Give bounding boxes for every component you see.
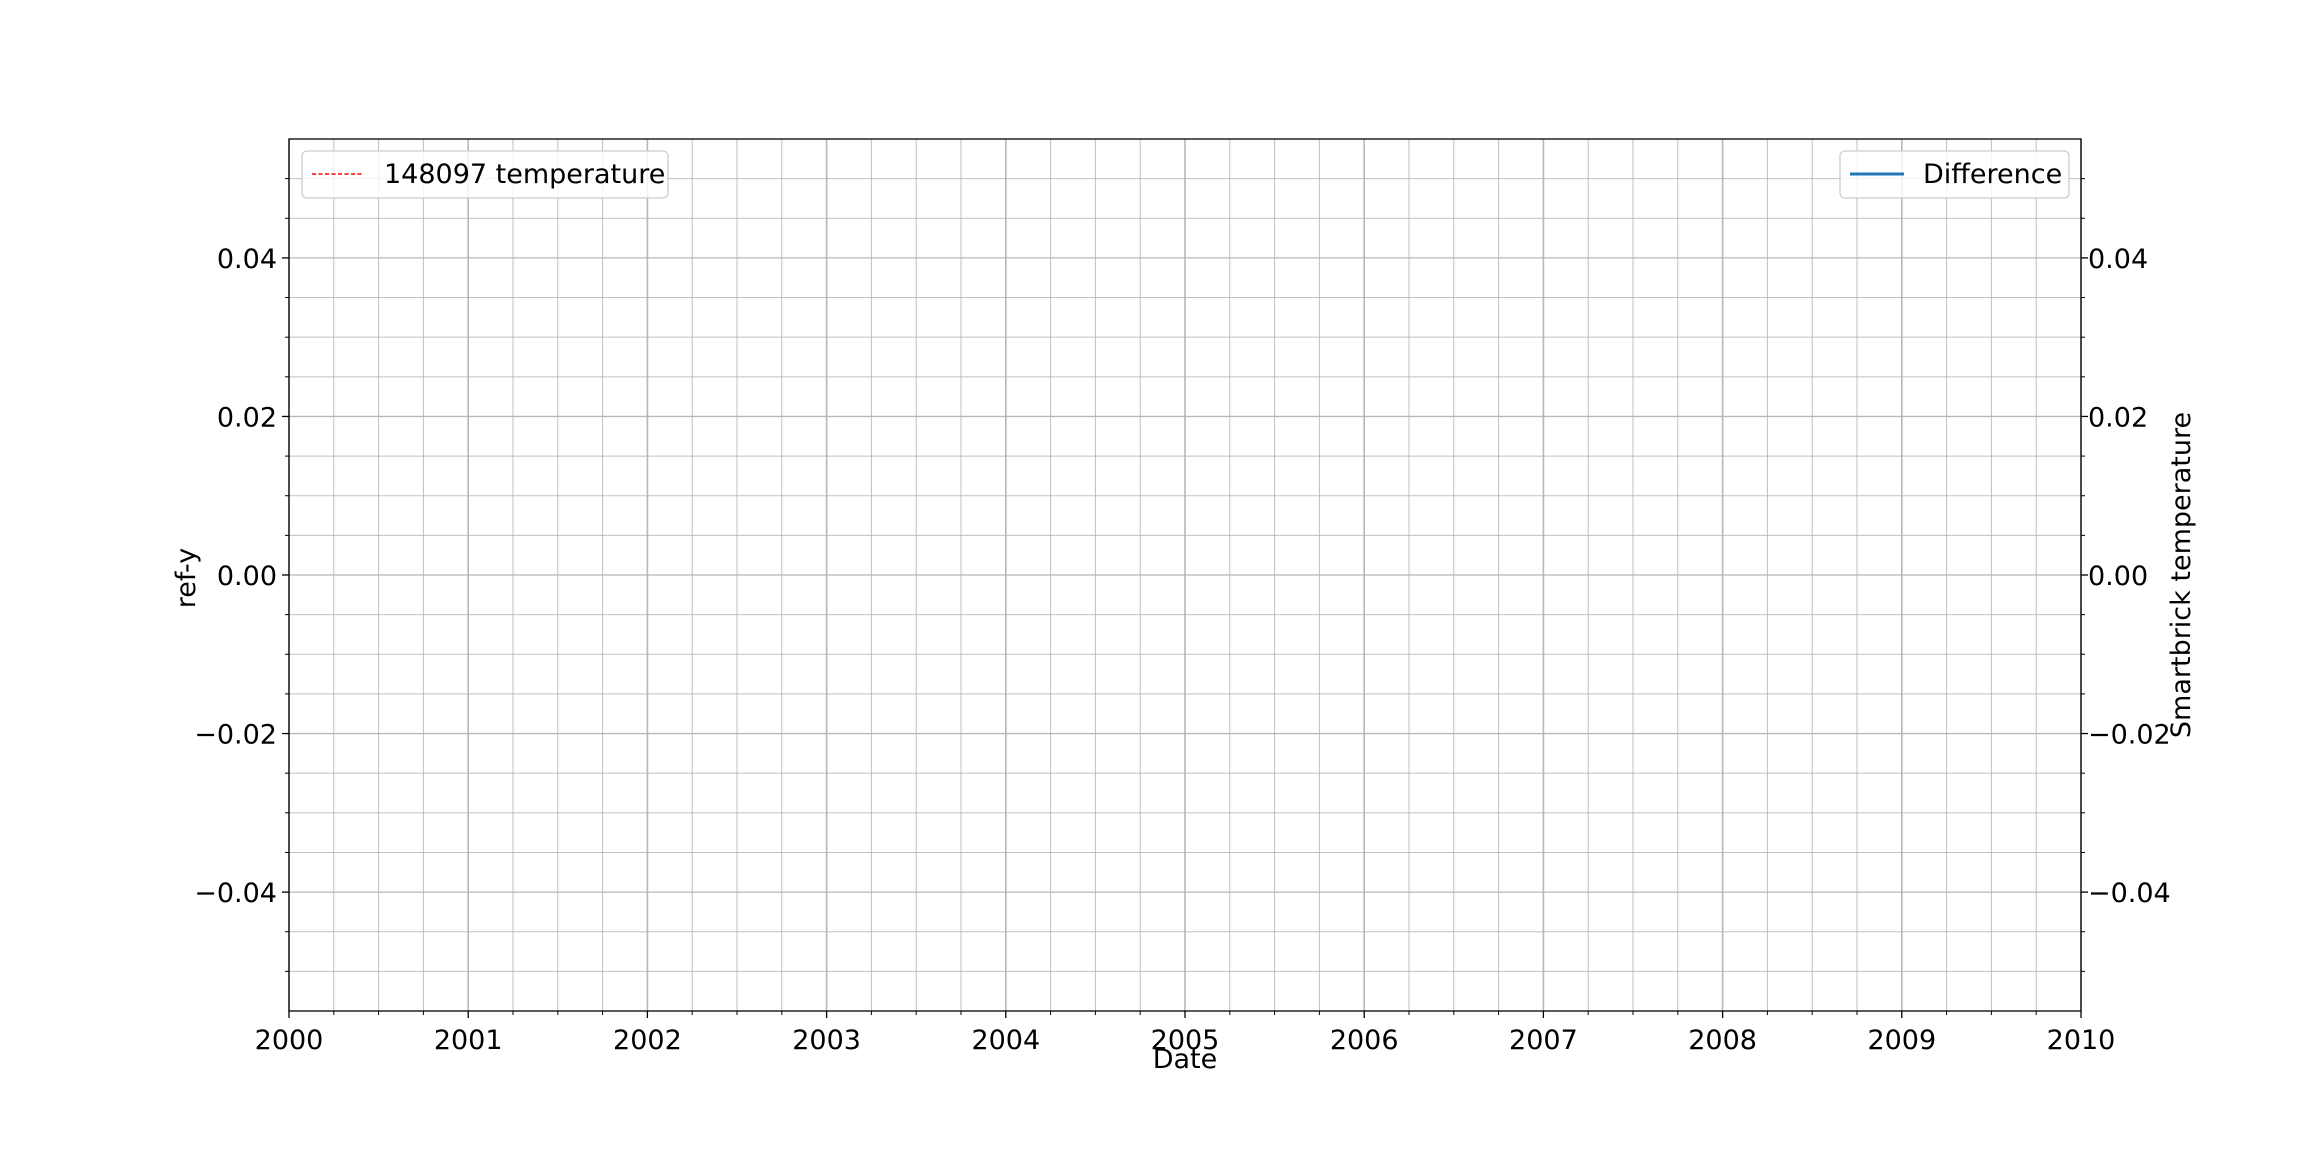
legend-left-box	[301, 150, 669, 199]
grid	[288, 139, 2082, 1011]
legend-left: 148097 temperature	[301, 150, 669, 199]
legend-right-box	[1839, 150, 2070, 199]
x-tick-label: 2005	[1151, 1025, 1220, 1056]
y-left-tick-label: −0.04	[194, 878, 277, 909]
y-right-tick-label: −0.02	[2088, 720, 2171, 751]
x-tick-label: 2008	[1688, 1025, 1757, 1056]
x-tick-label: 2000	[255, 1025, 324, 1056]
legend-label-148097-temperature: 148097 temperature	[384, 159, 665, 190]
y-left-tick-label: 0.02	[217, 402, 277, 433]
x-tick-label: 2004	[971, 1025, 1040, 1056]
plot-frame	[288, 138, 2082, 1012]
x-tick-label: 2010	[2047, 1025, 2116, 1056]
axis-ticks: 2000 2001 2002 2003 2004 2005 2006 2007 2008 2009…	[194, 178, 2171, 1056]
y-axis-label-left: ref-y	[171, 548, 202, 608]
x-tick-label: 2001	[434, 1025, 503, 1056]
y-right-tick-label: 0.02	[2088, 402, 2148, 433]
y-axis-label-right: Smartbrick temperature	[2166, 412, 2197, 738]
x-tick-label: 2002	[613, 1025, 682, 1056]
y-right-tick-label: 0.00	[2088, 561, 2148, 592]
legend-right: Difference	[1839, 150, 2070, 199]
x-axis-label: Date	[1153, 1044, 1218, 1075]
y-left-tick-label: −0.02	[194, 720, 277, 751]
y-right-tick-label: −0.04	[2088, 878, 2171, 909]
legend-label-difference: Difference	[1923, 159, 2062, 190]
y-left-tick-label: 0.04	[217, 244, 277, 275]
x-tick-label: 2009	[1867, 1025, 1936, 1056]
y-left-tick-label: 0.00	[217, 561, 277, 592]
x-tick-label: 2003	[792, 1025, 861, 1056]
y-right-tick-label: 0.04	[2088, 244, 2148, 275]
x-tick-label: 2006	[1330, 1025, 1399, 1056]
x-tick-label: 2007	[1509, 1025, 1578, 1056]
